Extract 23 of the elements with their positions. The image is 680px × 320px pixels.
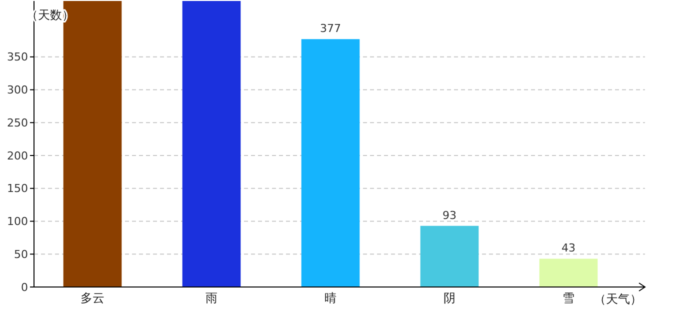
bar [182, 1, 241, 287]
y-tick-label: 250 [7, 116, 28, 130]
y-tick-label: 50 [14, 248, 28, 261]
y-tick-label: 300 [7, 84, 28, 97]
data-label: 377 [320, 22, 341, 36]
y-axis-title: （天数） [26, 8, 74, 22]
y-tick-label: 200 [7, 149, 28, 162]
x-tick-label: 晴 [324, 291, 336, 305]
x-tick-label: 雪 [562, 291, 574, 305]
x-tick-label: 雨 [206, 291, 218, 305]
bar [63, 1, 122, 287]
y-tick-label: 350 [7, 50, 28, 64]
bar [301, 39, 360, 287]
y-tick-label: 0 [21, 280, 28, 294]
y-tick-label: 150 [7, 182, 28, 196]
bar [420, 226, 479, 287]
bar [539, 258, 598, 287]
y-tick-label: 100 [7, 215, 28, 228]
x-tick-label: 多云 [80, 291, 104, 305]
data-label: 43 [562, 242, 576, 255]
x-axis-title: （天气） [594, 292, 642, 306]
x-tick-label: 阴 [444, 291, 456, 305]
data-label: 93 [442, 208, 456, 222]
